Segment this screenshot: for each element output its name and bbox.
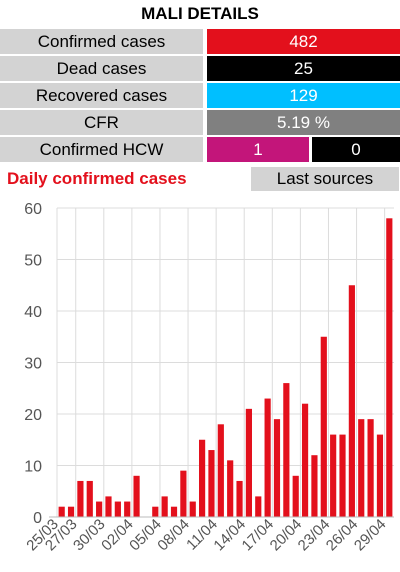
x-tick-label: 29/04 bbox=[351, 516, 390, 555]
y-tick-label: 20 bbox=[24, 407, 42, 424]
bar bbox=[170, 506, 178, 517]
bar bbox=[283, 383, 290, 517]
bar bbox=[189, 501, 196, 517]
bar bbox=[367, 419, 374, 517]
x-tick-label: 17/04 bbox=[239, 516, 278, 555]
y-tick-label: 60 bbox=[24, 201, 42, 218]
bar bbox=[339, 434, 346, 517]
bar bbox=[67, 506, 75, 517]
bar bbox=[273, 419, 281, 517]
bar bbox=[180, 470, 187, 517]
bar bbox=[58, 506, 65, 517]
cfr-value: 5.19 % bbox=[207, 110, 400, 135]
page-title: MALI DETAILS bbox=[141, 4, 259, 23]
bar bbox=[86, 480, 93, 517]
bar bbox=[330, 434, 337, 517]
daily-cases-chart: 010203040506025/0327/0330/0302/0405/0408… bbox=[23, 201, 394, 555]
daily-confirmed-title: Daily confirmed cases bbox=[7, 169, 187, 188]
x-tick-label: 05/04 bbox=[126, 516, 165, 555]
bar bbox=[255, 496, 262, 517]
bar bbox=[77, 480, 84, 517]
bar bbox=[227, 460, 234, 517]
bar bbox=[311, 455, 318, 517]
recovered-cases-value: 129 bbox=[207, 83, 400, 108]
cfr-label: CFR bbox=[0, 110, 203, 135]
y-tick-label: 0 bbox=[33, 510, 42, 527]
x-tick-label: 20/04 bbox=[267, 516, 306, 555]
bar bbox=[245, 408, 252, 517]
bar bbox=[96, 501, 103, 517]
confirmed-hcw-value-1: 1 bbox=[207, 137, 309, 162]
stat-row-confirmed: Confirmed cases 482 bbox=[0, 29, 400, 54]
x-tick-label: 23/04 bbox=[295, 516, 334, 555]
y-tick-label: 10 bbox=[24, 459, 42, 476]
bar bbox=[114, 501, 121, 517]
bar bbox=[320, 336, 327, 517]
bar bbox=[386, 218, 393, 518]
x-tick-label: 26/04 bbox=[323, 516, 362, 555]
stat-row-hcw: Confirmed HCW 1 0 bbox=[0, 137, 400, 162]
y-tick-label: 50 bbox=[24, 253, 42, 270]
last-sources-button[interactable]: Last sources bbox=[251, 167, 399, 191]
bar bbox=[348, 285, 355, 517]
dead-cases-label: Dead cases bbox=[0, 56, 203, 81]
bar bbox=[217, 424, 224, 517]
x-tick-label: 02/04 bbox=[98, 516, 137, 555]
dead-cases-value: 25 bbox=[207, 56, 400, 81]
stat-row-dead: Dead cases 25 bbox=[0, 56, 400, 81]
x-tick-label: 08/04 bbox=[154, 516, 193, 555]
bar bbox=[236, 480, 243, 517]
bar bbox=[358, 419, 365, 517]
y-tick-label: 40 bbox=[24, 304, 42, 321]
bar bbox=[199, 439, 206, 517]
bar bbox=[292, 475, 299, 517]
bar bbox=[376, 434, 384, 517]
bar bbox=[264, 398, 271, 517]
stat-row-cfr: CFR 5.19 % bbox=[0, 110, 400, 135]
confirmed-hcw-value-2: 0 bbox=[312, 137, 400, 162]
bar bbox=[152, 506, 159, 517]
x-tick-label: 14/04 bbox=[210, 516, 249, 555]
bar bbox=[161, 496, 168, 517]
x-tick-label: 30/03 bbox=[70, 516, 109, 555]
recovered-cases-label: Recovered cases bbox=[0, 83, 203, 108]
bar bbox=[133, 475, 140, 517]
stat-row-recovered: Recovered cases 129 bbox=[0, 83, 400, 108]
confirmed-cases-value: 482 bbox=[207, 29, 400, 54]
bar bbox=[105, 496, 112, 517]
confirmed-cases-label: Confirmed cases bbox=[0, 29, 203, 54]
y-tick-label: 30 bbox=[24, 356, 42, 373]
confirmed-hcw-label: Confirmed HCW bbox=[0, 137, 203, 162]
bar bbox=[124, 501, 131, 517]
bar bbox=[301, 403, 309, 517]
bar bbox=[208, 450, 215, 517]
